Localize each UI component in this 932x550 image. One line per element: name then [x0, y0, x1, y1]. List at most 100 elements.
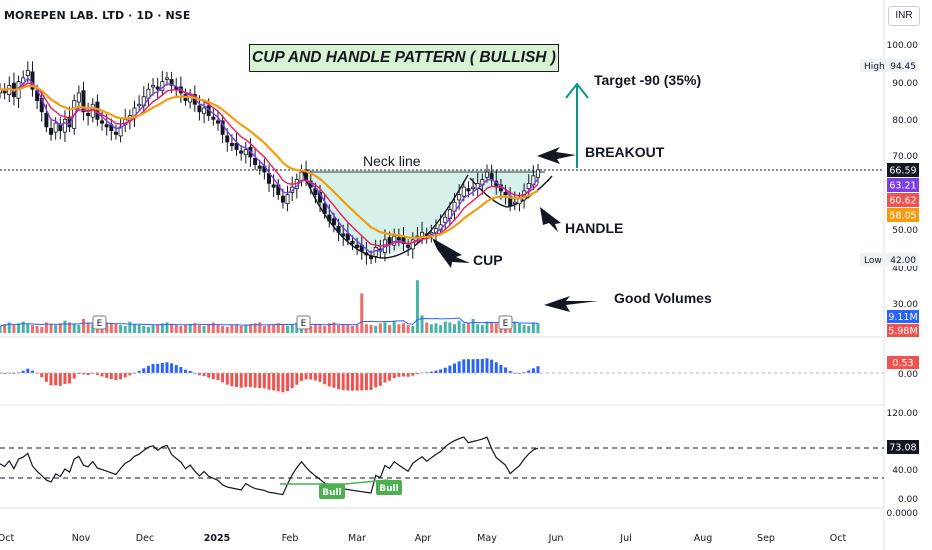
- volume-bar: [160, 323, 164, 333]
- candle-body: [484, 171, 489, 178]
- volume-bar: [462, 323, 466, 333]
- svg-text:5.98M: 5.98M: [888, 326, 917, 337]
- macd-bar: [374, 373, 378, 388]
- macd-bar: [323, 373, 327, 385]
- y-tick: 80.00: [892, 116, 918, 126]
- currency-button[interactable]: INR: [888, 6, 920, 26]
- macd-bar: [531, 368, 535, 373]
- volume-bar: [383, 322, 387, 333]
- candle-body: [299, 171, 304, 182]
- candle-body: [443, 216, 448, 223]
- macd-bar: [313, 373, 317, 381]
- candle-body: [396, 237, 401, 241]
- macd-bar: [21, 370, 25, 373]
- macd-bar: [536, 366, 540, 373]
- candle-body: [406, 244, 411, 248]
- volume-bar: [262, 325, 266, 333]
- candle-body: [211, 116, 216, 120]
- volume-bar: [267, 325, 271, 333]
- macd-bar: [457, 361, 461, 373]
- volume-bar: [309, 325, 313, 333]
- candle-body: [243, 149, 248, 156]
- svg-text:Low: Low: [864, 256, 882, 266]
- macd-bar: [397, 373, 401, 377]
- earnings-marker[interactable]: E: [92, 315, 107, 330]
- macd-bar: [443, 367, 447, 373]
- volume-bar: [439, 325, 443, 333]
- candle-body: [526, 182, 531, 190]
- volume-bar: [522, 325, 526, 333]
- earnings-marker[interactable]: E: [296, 315, 311, 330]
- candle-body: [401, 237, 406, 245]
- candle-body: [49, 127, 54, 135]
- svg-text:60.62: 60.62: [889, 196, 916, 207]
- volume-bar: [272, 324, 276, 333]
- macd-bar: [499, 364, 503, 373]
- macd-bar: [165, 362, 169, 373]
- macd-bar: [128, 373, 132, 376]
- volume-bar: [527, 325, 531, 333]
- volume-bars: [0, 280, 540, 333]
- volume-bar: [35, 325, 39, 333]
- candle-body: [155, 86, 160, 90]
- macd-bar: [494, 362, 498, 373]
- x-tick: Nov: [72, 533, 91, 544]
- volume-bar: [235, 324, 239, 333]
- macd-bar: [142, 368, 146, 373]
- macd-bar: [197, 373, 201, 376]
- last-price-tag: 66.59: [887, 163, 919, 177]
- volume-bar: [21, 321, 25, 333]
- candle-body: [104, 124, 109, 128]
- volume-bar: [77, 325, 81, 333]
- macd-bar: [402, 373, 405, 377]
- volume-bar: [420, 315, 424, 333]
- volume-bar: [425, 322, 429, 333]
- y-axis[interactable]: 100.00 90.00 80.00 70.00 50.00 40.00 30.…: [887, 41, 919, 519]
- svg-text:58.05: 58.05: [889, 211, 916, 222]
- svg-text:E: E: [301, 319, 307, 329]
- candle-body: [257, 165, 262, 169]
- macd-bar: [3, 373, 7, 374]
- macd-bar: [476, 359, 480, 373]
- volume-bar: [142, 325, 146, 333]
- volume-bar: [281, 325, 285, 333]
- macd-bar: [295, 373, 299, 385]
- breakout-label: BREAKOUT: [585, 144, 665, 160]
- volume-bar: [415, 280, 419, 333]
- candle-body: [137, 103, 142, 107]
- macd-bar: [156, 363, 160, 373]
- macd-bar: [63, 373, 67, 384]
- symbol-title[interactable]: MOREPEN LAB. LTD · 1D · NSE: [4, 9, 191, 22]
- candle-body: [466, 188, 471, 192]
- volumes-arrow: [544, 296, 598, 312]
- candle-body: [341, 233, 346, 237]
- macd-bar: [466, 359, 470, 373]
- candle-body: [197, 105, 202, 113]
- x-tick: Sep: [757, 533, 775, 544]
- macd-bar: [184, 369, 188, 373]
- bull-label: Bull: [344, 479, 402, 495]
- x-tick: Oct: [0, 533, 14, 544]
- candle-body: [512, 201, 517, 205]
- svg-text:Bull: Bull: [379, 484, 398, 494]
- macd-bar: [318, 373, 322, 382]
- macd-bar: [364, 373, 368, 391]
- macd-bar: [453, 363, 457, 373]
- macd-bar: [72, 373, 76, 379]
- volume-bar: [517, 323, 521, 333]
- x-tick: Dec: [136, 533, 154, 544]
- volume-bar: [119, 325, 123, 333]
- volume-bar: [453, 324, 457, 333]
- handle-label: HANDLE: [565, 220, 624, 236]
- x-axis[interactable]: Oct Nov Dec 2025 Feb Mar Apr May Jun Jul…: [0, 533, 846, 544]
- volume-ma-line: [0, 317, 539, 327]
- svg-text:E: E: [503, 319, 509, 329]
- earnings-marker[interactable]: E: [498, 315, 513, 330]
- volume-bar: [54, 325, 58, 333]
- macd-bar: [105, 373, 109, 378]
- candle-body: [151, 85, 156, 88]
- candle-body: [331, 218, 336, 226]
- macd-bar: [337, 373, 341, 390]
- volume-bar: [369, 325, 373, 333]
